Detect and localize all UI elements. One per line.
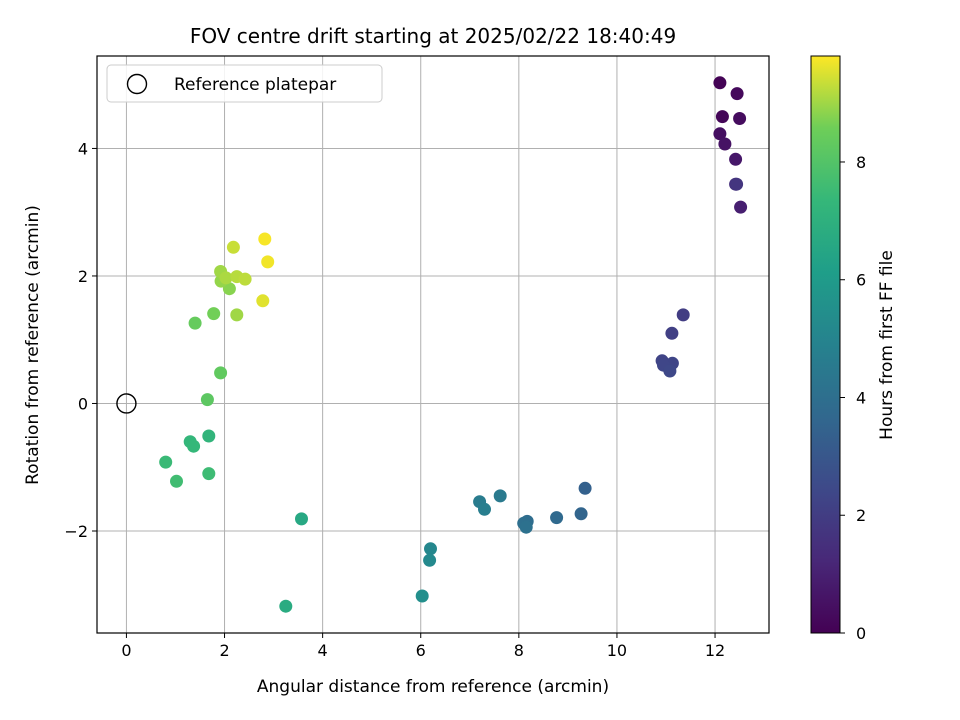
reference-platepar-marker xyxy=(116,393,137,414)
data-point xyxy=(729,152,743,166)
data-point xyxy=(187,439,201,453)
y-axis-title: Rotation from reference (arcmin) xyxy=(23,205,43,485)
data-point xyxy=(676,308,690,322)
data-point xyxy=(226,240,240,254)
data-point xyxy=(202,429,216,443)
reference-marker xyxy=(116,393,137,414)
data-point xyxy=(219,271,233,285)
x-tick-label: 4 xyxy=(318,641,328,660)
data-point xyxy=(207,307,221,321)
legend: Reference platepar xyxy=(106,64,383,103)
data-point xyxy=(718,137,732,151)
colorbar-tick-label: 4 xyxy=(856,388,866,407)
data-point xyxy=(258,232,272,246)
x-tick-label: 0 xyxy=(121,641,131,660)
colorbar: 0 2 4 6 8 Hours from first FF file xyxy=(810,55,897,643)
x-tick-label: 6 xyxy=(416,641,426,660)
data-point xyxy=(665,326,679,340)
axis-ticks: 0 2 4 6 8 10 12 −2 0 2 4 xyxy=(64,139,725,660)
data-point xyxy=(715,110,729,124)
x-axis-title: Angular distance from reference (arcmin) xyxy=(257,677,609,697)
colorbar-tick-label: 8 xyxy=(856,153,866,172)
y-tick-label: 2 xyxy=(78,267,88,286)
data-point xyxy=(261,255,275,269)
data-point xyxy=(424,542,437,556)
colorbar-ticks: 0 2 4 6 8 xyxy=(840,153,866,643)
data-point xyxy=(519,520,533,534)
data-point xyxy=(493,489,507,503)
colorbar-tick-label: 6 xyxy=(856,271,866,290)
data-points xyxy=(159,76,748,613)
data-point xyxy=(159,455,173,469)
colorbar-title: Hours from first FF file xyxy=(877,250,897,440)
plot-frame xyxy=(96,55,770,634)
data-point xyxy=(415,589,429,603)
legend-entry-reference: Reference platepar xyxy=(174,75,336,95)
colorbar-tick-label: 2 xyxy=(856,506,866,525)
colorbar-tick-label: 0 xyxy=(856,624,866,643)
data-point xyxy=(578,481,592,495)
colorbar-gradient xyxy=(810,55,841,634)
data-point xyxy=(730,177,744,191)
data-point xyxy=(230,308,244,322)
data-point xyxy=(733,112,747,125)
data-point xyxy=(256,294,270,308)
legend-box xyxy=(106,64,383,103)
data-point xyxy=(279,599,293,613)
data-point xyxy=(202,467,216,481)
data-point xyxy=(200,393,214,407)
x-tick-label: 2 xyxy=(219,641,229,660)
data-point xyxy=(170,474,183,488)
data-point xyxy=(238,272,252,286)
data-point xyxy=(478,502,491,516)
x-tick-label: 10 xyxy=(607,641,627,660)
grid-lines xyxy=(97,56,769,633)
x-tick-label: 12 xyxy=(705,641,725,660)
data-point xyxy=(188,316,202,330)
chart-title: FOV centre drift starting at 2025/02/22 … xyxy=(190,24,676,48)
data-point xyxy=(663,364,677,378)
y-tick-label: 4 xyxy=(78,139,88,158)
data-point xyxy=(423,553,437,567)
data-point xyxy=(730,87,744,101)
data-point xyxy=(713,127,727,141)
data-point xyxy=(295,512,308,526)
data-point xyxy=(550,511,564,525)
y-tick-label: −2 xyxy=(64,522,88,541)
x-tick-label: 8 xyxy=(514,641,524,660)
data-point xyxy=(214,366,228,380)
data-point xyxy=(734,200,748,214)
data-point xyxy=(222,282,236,296)
legend-marker xyxy=(126,73,148,95)
y-tick-label: 0 xyxy=(78,394,88,413)
data-point xyxy=(713,76,727,90)
data-point xyxy=(574,507,588,521)
